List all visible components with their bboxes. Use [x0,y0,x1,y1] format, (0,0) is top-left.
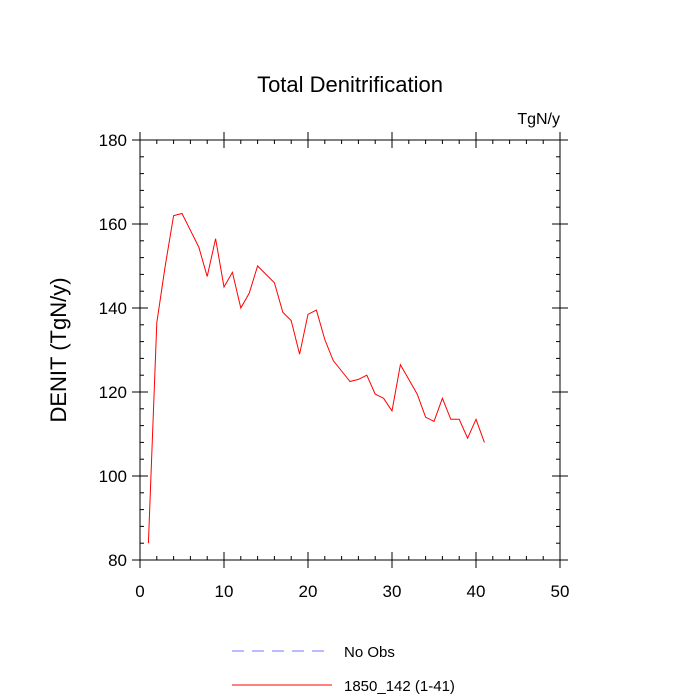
plot-frame [139,139,561,561]
y-tick-label: 140 [99,299,127,318]
legend: No Obs 1850_142 (1-41) [232,644,455,695]
tick-labels: 0 10 20 30 40 50 80 100 120 140 160 180 [99,131,570,601]
y-tick-label: 160 [99,215,127,234]
x-tick-label: 10 [215,582,234,601]
y-tick-label: 120 [99,383,127,402]
x-tick-label: 40 [467,582,486,601]
y-axis-label: DENIT (TgN/y) [46,277,71,422]
y-tick-label: 100 [99,467,127,486]
x-tick-label: 0 [135,582,144,601]
legend-label-1850-142: 1850_142 (1-41) [344,678,455,695]
units-label: TgN/y [517,111,560,128]
ticks-layer [132,132,568,568]
x-tick-label: 50 [551,582,570,601]
x-tick-label: 20 [299,582,318,601]
y-tick-label: 80 [108,551,127,570]
x-tick-label: 30 [383,582,402,601]
series-line [147,212,485,544]
chart-title: Total Denitrification [257,72,443,97]
y-tick-label: 180 [99,131,127,150]
legend-label-no-obs: No Obs [344,644,395,661]
series-layer [147,212,485,544]
